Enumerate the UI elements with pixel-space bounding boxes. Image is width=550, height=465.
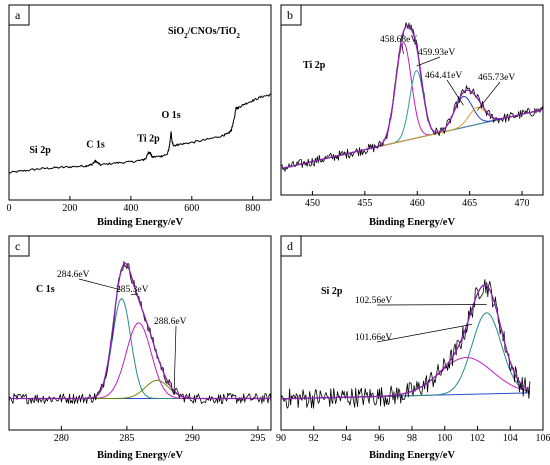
panel-c-letter-box <box>8 235 30 257</box>
x-tick-label: 465 <box>462 198 477 209</box>
peak-label: 459.93eV <box>418 48 455 58</box>
component-peak-line <box>281 312 530 400</box>
x-tick-label: 290 <box>185 433 200 444</box>
panel-b-xlabel: Binding Energy/eV <box>369 217 455 228</box>
panel-b-x-ticks: 450 455 460 465 470 <box>305 191 530 209</box>
panel-d-letter-box <box>280 235 302 257</box>
panel-a-title: SiO2/CNOs/TiO2 <box>168 26 240 40</box>
peak-label: 458.68eV <box>380 35 417 45</box>
panel-a-survey: a SiO2/CNOs/TiO2 Si 2p C 1s Ti 2p O 1s 0 200… <box>7 4 272 228</box>
component-peak-line <box>280 96 544 170</box>
x-tick-label: 200 <box>62 203 77 214</box>
x-tick-label: 104 <box>503 433 518 444</box>
x-tick-label: 470 <box>515 198 530 209</box>
panel-b-letter-box <box>280 4 302 26</box>
x-tick-label: 102 <box>470 433 485 444</box>
panel-c-plot: 284.6eV 285.3eV 288.6eV <box>8 261 272 405</box>
peak-label: 102.56eV <box>355 296 392 306</box>
panel-a-letter: a <box>15 8 21 22</box>
x-tick-label: 800 <box>245 203 260 214</box>
x-tick-label: 600 <box>184 203 199 214</box>
peak-annotation: Ti 2p <box>137 134 160 145</box>
x-tick-label: 96 <box>374 433 384 444</box>
x-tick-label: 100 <box>437 433 452 444</box>
component-peak-line <box>9 298 271 399</box>
x-tick-label: 0 <box>7 203 12 214</box>
panel-c-title: C 1s <box>36 284 55 295</box>
panel-c-frame <box>8 235 272 431</box>
panel-a-plot: Si 2p C 1s Ti 2p O 1s <box>8 93 272 174</box>
panel-a-letter-box <box>8 4 30 26</box>
panel-c-xlabel: Binding Energy/eV <box>97 450 183 461</box>
component-peak-line <box>280 70 544 170</box>
peak-leader-line <box>130 293 139 296</box>
component-peak-line <box>281 357 530 400</box>
raw-data-line <box>8 261 272 405</box>
peak-leader-line <box>446 79 464 106</box>
envelope-fit-line <box>280 25 544 170</box>
panel-b-frame <box>280 4 544 196</box>
peak-annotation: Si 2p <box>29 145 51 156</box>
x-tick-label: 94 <box>342 433 352 444</box>
peak-leader-line <box>376 324 472 343</box>
peak-leader-line <box>401 43 404 55</box>
component-peak-line <box>9 379 271 399</box>
x-tick-label: 295 <box>250 433 265 444</box>
panel-d-x-ticks: 90 92 94 96 98 100 102 104 106 <box>276 426 550 444</box>
peak-leader-line <box>416 56 441 67</box>
peak-leader-line <box>477 81 501 111</box>
panel-c-c1s: c C 1s 284.6eV 285.3eV 288.6eV 280 285 290 29… <box>8 235 272 461</box>
x-tick-label: 90 <box>276 433 286 444</box>
envelope-fit-line <box>281 284 531 400</box>
panel-d-letter: d <box>287 239 293 253</box>
peak-annotation: C 1s <box>86 139 105 150</box>
panel-c-x-ticks: 280 285 290 295 <box>54 426 265 444</box>
panel-a-xlabel: Binding Energy/eV <box>97 217 183 228</box>
x-tick-label: 280 <box>54 433 69 444</box>
survey-series-line <box>8 93 272 174</box>
peak-leader-line <box>173 325 177 394</box>
panel-b-letter: b <box>287 8 293 22</box>
panel-d-xlabel: Binding Energy/eV <box>369 450 455 461</box>
peak-label: 288.6eV <box>154 317 187 327</box>
panel-d-plot: 101.66eV 102.56eV <box>280 279 531 409</box>
peak-leader-line <box>78 278 122 291</box>
peak-annotation: O 1s <box>161 110 180 121</box>
x-tick-label: 455 <box>357 198 372 209</box>
panel-c-letter: c <box>15 239 20 253</box>
raw-data-line <box>280 22 544 172</box>
peak-label: 101.66eV <box>355 333 392 343</box>
component-peak-line <box>9 322 271 399</box>
x-tick-label: 92 <box>309 433 319 444</box>
x-tick-label: 285 <box>119 433 134 444</box>
panel-b-title: Ti 2p <box>303 60 326 71</box>
peak-label: 464.41eV <box>425 71 462 81</box>
peak-label: 285.3eV <box>116 285 149 295</box>
x-tick-label: 450 <box>305 198 320 209</box>
panel-a-x-ticks: 0 200 400 600 800 <box>7 196 260 214</box>
panel-d-si2p: d Si 2p 101.66eV 102.56eV 90 92 94 96 98 100 10… <box>276 235 550 461</box>
x-tick-label: 98 <box>407 433 417 444</box>
x-tick-label: 106 <box>536 433 550 444</box>
envelope-fit-line <box>9 262 271 400</box>
peak-label: 284.6eV <box>57 270 90 280</box>
x-tick-label: 460 <box>410 198 425 209</box>
peak-label: 465.73eV <box>478 73 515 83</box>
panel-a-frame <box>8 4 272 201</box>
panel-d-title: Si 2p <box>321 286 343 297</box>
x-tick-label: 400 <box>123 203 138 214</box>
